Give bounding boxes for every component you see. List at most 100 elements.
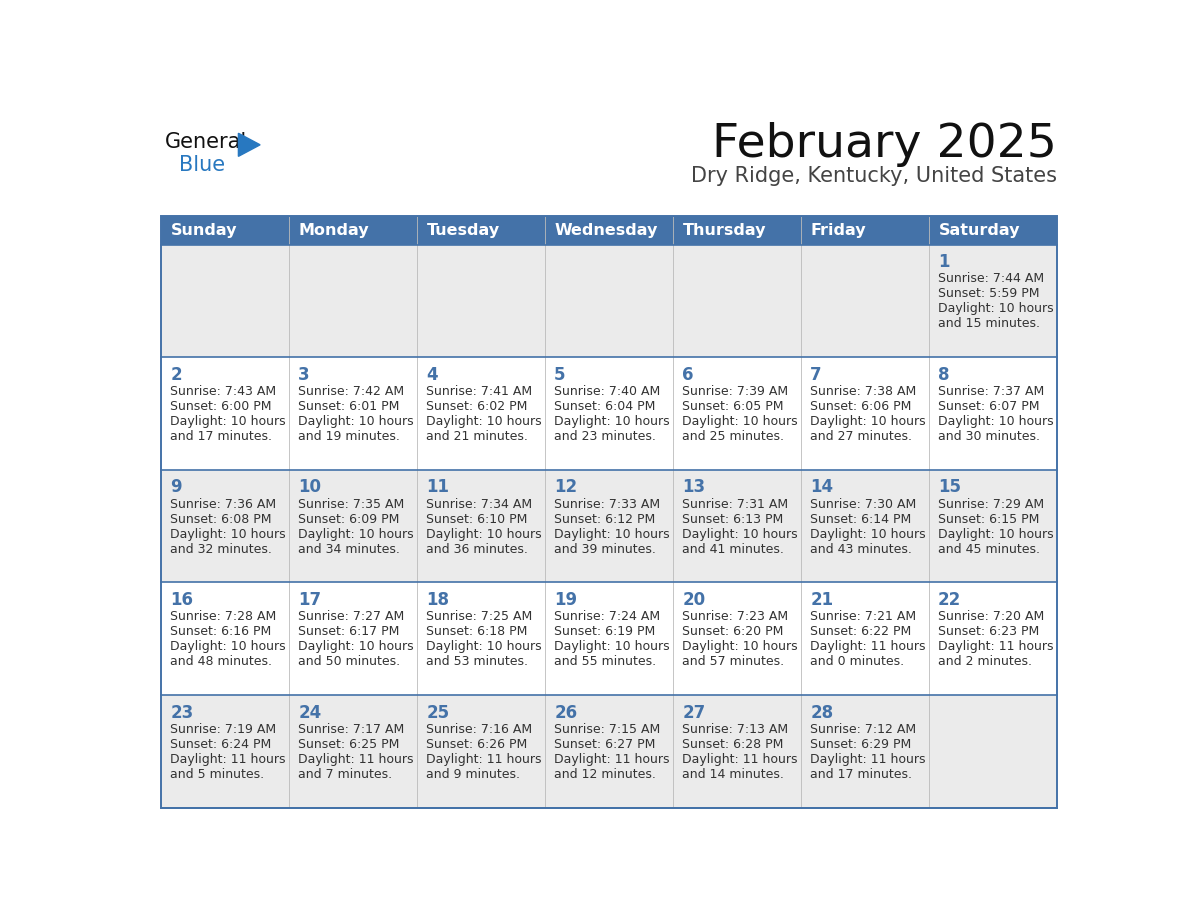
Text: 23: 23 <box>170 703 194 722</box>
Bar <box>672 244 801 357</box>
Text: Daylight: 10 hours: Daylight: 10 hours <box>170 528 286 541</box>
Text: Sunday: Sunday <box>171 223 238 238</box>
Text: Daylight: 10 hours: Daylight: 10 hours <box>682 415 798 428</box>
Text: Sunrise: 7:31 AM: Sunrise: 7:31 AM <box>682 498 789 510</box>
Text: Sunset: 6:06 PM: Sunset: 6:06 PM <box>810 400 911 413</box>
Text: and 19 minutes.: and 19 minutes. <box>298 430 400 443</box>
Text: Daylight: 10 hours: Daylight: 10 hours <box>682 640 798 654</box>
Text: Sunrise: 7:17 AM: Sunrise: 7:17 AM <box>298 722 404 736</box>
Text: Sunset: 6:24 PM: Sunset: 6:24 PM <box>170 738 271 751</box>
Text: Sunset: 6:14 PM: Sunset: 6:14 PM <box>810 512 911 526</box>
Text: Daylight: 10 hours: Daylight: 10 hours <box>939 415 1054 428</box>
Text: and 36 minutes.: and 36 minutes. <box>426 543 527 555</box>
Text: and 23 minutes.: and 23 minutes. <box>554 430 656 443</box>
Bar <box>929 244 1057 357</box>
Bar <box>929 583 1057 695</box>
Text: Sunset: 6:27 PM: Sunset: 6:27 PM <box>554 738 656 751</box>
Text: Daylight: 11 hours: Daylight: 11 hours <box>939 640 1054 654</box>
Text: Sunrise: 7:36 AM: Sunrise: 7:36 AM <box>170 498 277 510</box>
Bar <box>801 244 929 357</box>
Text: 10: 10 <box>298 478 321 497</box>
Text: Sunrise: 7:25 AM: Sunrise: 7:25 AM <box>426 610 532 623</box>
Bar <box>417 470 545 583</box>
Text: and 7 minutes.: and 7 minutes. <box>298 767 392 781</box>
Bar <box>672 470 801 583</box>
Text: 14: 14 <box>810 478 833 497</box>
Text: and 12 minutes.: and 12 minutes. <box>554 767 656 781</box>
Text: Blue: Blue <box>178 155 225 174</box>
Text: Sunrise: 7:39 AM: Sunrise: 7:39 AM <box>682 385 789 397</box>
Bar <box>289 357 417 470</box>
Text: 22: 22 <box>939 591 961 609</box>
Text: and 9 minutes.: and 9 minutes. <box>426 767 520 781</box>
Text: 27: 27 <box>682 703 706 722</box>
Text: Daylight: 10 hours: Daylight: 10 hours <box>426 528 542 541</box>
Text: 28: 28 <box>810 703 833 722</box>
Bar <box>160 695 289 808</box>
Text: and 48 minutes.: and 48 minutes. <box>170 655 272 668</box>
Text: Daylight: 10 hours: Daylight: 10 hours <box>682 528 798 541</box>
Bar <box>801 357 929 470</box>
Bar <box>160 357 289 470</box>
Text: and 0 minutes.: and 0 minutes. <box>810 655 904 668</box>
Text: 8: 8 <box>939 365 949 384</box>
Bar <box>545 583 672 695</box>
Text: Sunrise: 7:33 AM: Sunrise: 7:33 AM <box>554 498 661 510</box>
Text: and 27 minutes.: and 27 minutes. <box>810 430 912 443</box>
Text: Sunset: 6:23 PM: Sunset: 6:23 PM <box>939 625 1040 638</box>
Text: Sunset: 6:12 PM: Sunset: 6:12 PM <box>554 512 656 526</box>
Text: and 53 minutes.: and 53 minutes. <box>426 655 529 668</box>
Text: 5: 5 <box>554 365 565 384</box>
Text: and 39 minutes.: and 39 minutes. <box>554 543 656 555</box>
Bar <box>801 583 929 695</box>
Text: and 5 minutes.: and 5 minutes. <box>170 767 264 781</box>
Text: 12: 12 <box>554 478 577 497</box>
Text: Daylight: 10 hours: Daylight: 10 hours <box>939 302 1054 315</box>
Bar <box>929 470 1057 583</box>
Text: Sunset: 6:28 PM: Sunset: 6:28 PM <box>682 738 784 751</box>
Text: Sunset: 6:22 PM: Sunset: 6:22 PM <box>810 625 911 638</box>
Text: Sunset: 5:59 PM: Sunset: 5:59 PM <box>939 287 1040 300</box>
Text: 19: 19 <box>554 591 577 609</box>
Text: 25: 25 <box>426 703 449 722</box>
Bar <box>801 217 929 244</box>
Text: Sunrise: 7:21 AM: Sunrise: 7:21 AM <box>810 610 916 623</box>
Text: and 34 minutes.: and 34 minutes. <box>298 543 400 555</box>
Bar <box>672 583 801 695</box>
Text: Daylight: 10 hours: Daylight: 10 hours <box>554 640 670 654</box>
Text: and 14 minutes.: and 14 minutes. <box>682 767 784 781</box>
Bar <box>417 695 545 808</box>
Text: Sunset: 6:20 PM: Sunset: 6:20 PM <box>682 625 784 638</box>
Text: 1: 1 <box>939 253 949 271</box>
Bar <box>160 244 289 357</box>
Text: Daylight: 10 hours: Daylight: 10 hours <box>939 528 1054 541</box>
Text: Sunrise: 7:20 AM: Sunrise: 7:20 AM <box>939 610 1044 623</box>
Text: Sunrise: 7:35 AM: Sunrise: 7:35 AM <box>298 498 404 510</box>
Text: Sunset: 6:26 PM: Sunset: 6:26 PM <box>426 738 527 751</box>
Bar <box>417 244 545 357</box>
Text: Sunrise: 7:29 AM: Sunrise: 7:29 AM <box>939 498 1044 510</box>
Text: Sunrise: 7:34 AM: Sunrise: 7:34 AM <box>426 498 532 510</box>
Text: Sunrise: 7:30 AM: Sunrise: 7:30 AM <box>810 498 916 510</box>
Bar <box>801 695 929 808</box>
Bar <box>672 357 801 470</box>
Text: Saturday: Saturday <box>939 223 1020 238</box>
Text: and 17 minutes.: and 17 minutes. <box>810 767 912 781</box>
Text: Sunrise: 7:24 AM: Sunrise: 7:24 AM <box>554 610 661 623</box>
Bar <box>160 583 289 695</box>
Text: Sunrise: 7:13 AM: Sunrise: 7:13 AM <box>682 722 789 736</box>
Text: and 30 minutes.: and 30 minutes. <box>939 430 1041 443</box>
Text: Sunset: 6:10 PM: Sunset: 6:10 PM <box>426 512 527 526</box>
Text: Sunrise: 7:42 AM: Sunrise: 7:42 AM <box>298 385 404 397</box>
Text: 7: 7 <box>810 365 822 384</box>
Bar <box>289 244 417 357</box>
Text: Sunset: 6:02 PM: Sunset: 6:02 PM <box>426 400 527 413</box>
Text: Daylight: 10 hours: Daylight: 10 hours <box>810 528 925 541</box>
Bar <box>289 470 417 583</box>
Bar <box>929 217 1057 244</box>
Text: Sunset: 6:18 PM: Sunset: 6:18 PM <box>426 625 527 638</box>
Bar <box>289 583 417 695</box>
Text: 26: 26 <box>554 703 577 722</box>
Text: Dry Ridge, Kentucky, United States: Dry Ridge, Kentucky, United States <box>690 165 1057 185</box>
Bar <box>417 357 545 470</box>
